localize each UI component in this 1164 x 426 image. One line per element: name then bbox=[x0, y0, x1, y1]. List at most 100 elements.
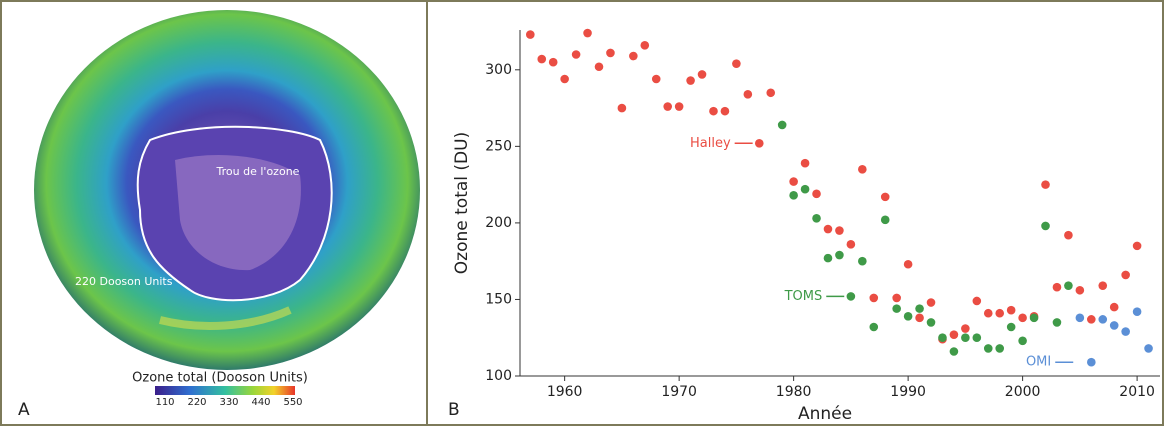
data-point bbox=[766, 88, 776, 98]
data-point bbox=[1109, 321, 1119, 330]
x-axis-label: Année bbox=[798, 404, 852, 424]
data-point bbox=[869, 293, 879, 303]
data-point bbox=[1144, 344, 1153, 353]
data-point bbox=[1121, 270, 1130, 280]
y-tick-label: 150 bbox=[485, 291, 512, 307]
data-point bbox=[812, 214, 821, 223]
hole-label: Trou de l'ozone bbox=[216, 165, 300, 178]
data-point bbox=[777, 120, 787, 130]
series-label: Halley bbox=[690, 136, 731, 151]
data-point bbox=[961, 333, 970, 343]
x-tick-label: 1990 bbox=[890, 384, 926, 400]
colorbar-tick-label: 220 bbox=[187, 397, 206, 408]
y-tick-label: 100 bbox=[485, 368, 512, 384]
data-point bbox=[606, 48, 615, 58]
data-point bbox=[858, 256, 867, 266]
data-point bbox=[926, 298, 936, 307]
data-point bbox=[858, 165, 867, 174]
data-point bbox=[1075, 285, 1085, 295]
data-point bbox=[915, 313, 924, 323]
data-point bbox=[617, 103, 627, 113]
data-point bbox=[594, 62, 604, 72]
data-point bbox=[835, 226, 844, 235]
data-point bbox=[812, 189, 821, 199]
colorbar-title: Ozone total (Dooson Units) bbox=[132, 371, 308, 386]
x-tick-label: 1960 bbox=[547, 384, 583, 400]
data-point bbox=[629, 51, 638, 61]
data-point bbox=[1109, 302, 1119, 312]
data-point bbox=[1064, 230, 1073, 240]
data-point bbox=[754, 138, 764, 148]
data-point bbox=[880, 192, 890, 202]
data-point bbox=[1018, 313, 1027, 323]
data-point bbox=[1087, 315, 1096, 324]
data-point bbox=[995, 344, 1005, 353]
data-point bbox=[1121, 327, 1130, 336]
colorbar-tick-label: 330 bbox=[219, 397, 238, 408]
data-point bbox=[823, 253, 833, 263]
data-point bbox=[1132, 241, 1142, 251]
data-point bbox=[1041, 180, 1050, 189]
data-point bbox=[560, 74, 569, 84]
data-point bbox=[1052, 318, 1062, 327]
x-tick-label: 2000 bbox=[1005, 384, 1041, 400]
data-point bbox=[743, 90, 753, 99]
data-point bbox=[892, 293, 901, 303]
data-point bbox=[983, 344, 993, 353]
data-point bbox=[903, 259, 913, 269]
data-point bbox=[651, 74, 661, 84]
x-tick-label: 1970 bbox=[661, 384, 697, 400]
data-point bbox=[1075, 313, 1085, 323]
data-point bbox=[949, 347, 959, 356]
data-point bbox=[961, 324, 970, 333]
data-point bbox=[1029, 313, 1039, 323]
data-point bbox=[938, 333, 947, 343]
data-point bbox=[1098, 315, 1108, 324]
data-point bbox=[972, 333, 982, 343]
data-point bbox=[800, 158, 810, 168]
x-tick-label: 1980 bbox=[776, 384, 812, 400]
data-point bbox=[537, 54, 547, 64]
data-point bbox=[915, 304, 924, 313]
data-point bbox=[926, 318, 936, 327]
data-point bbox=[548, 57, 558, 67]
data-point bbox=[663, 102, 672, 111]
data-point bbox=[835, 250, 844, 260]
data-point bbox=[1006, 305, 1016, 315]
data-point bbox=[823, 224, 833, 234]
data-point bbox=[972, 296, 982, 306]
data-point bbox=[846, 240, 856, 249]
contour-label: 220 Dooson Units bbox=[75, 275, 173, 288]
y-tick-label: 300 bbox=[485, 62, 512, 78]
data-point bbox=[983, 308, 993, 318]
data-point bbox=[892, 304, 901, 313]
data-point bbox=[686, 76, 695, 85]
series-label: OMI bbox=[1026, 355, 1051, 370]
data-point bbox=[1006, 322, 1016, 332]
panel-label: A bbox=[18, 400, 30, 420]
data-point bbox=[1132, 307, 1142, 316]
y-axis-label: Ozone total (DU) bbox=[452, 132, 472, 274]
colorbar-tick-label: 440 bbox=[251, 397, 270, 408]
data-point bbox=[800, 184, 810, 194]
series-label: TOMS bbox=[784, 289, 823, 304]
data-point bbox=[1098, 281, 1108, 290]
data-point bbox=[1041, 221, 1050, 231]
data-point bbox=[995, 308, 1005, 318]
data-point bbox=[903, 311, 913, 321]
data-point bbox=[674, 102, 684, 111]
y-tick-label: 200 bbox=[485, 215, 512, 231]
data-point bbox=[1087, 357, 1096, 367]
colorbar-tick-label: 550 bbox=[283, 397, 302, 408]
data-point bbox=[720, 106, 730, 116]
data-point bbox=[1064, 281, 1073, 290]
colorbar-tick-label: 110 bbox=[155, 397, 174, 408]
y-tick-label: 250 bbox=[485, 138, 512, 154]
data-point bbox=[697, 70, 707, 79]
data-point bbox=[1052, 282, 1062, 292]
data-point bbox=[571, 50, 581, 59]
data-point bbox=[1018, 336, 1027, 346]
panel-label: B bbox=[448, 400, 460, 420]
data-point bbox=[709, 106, 718, 116]
